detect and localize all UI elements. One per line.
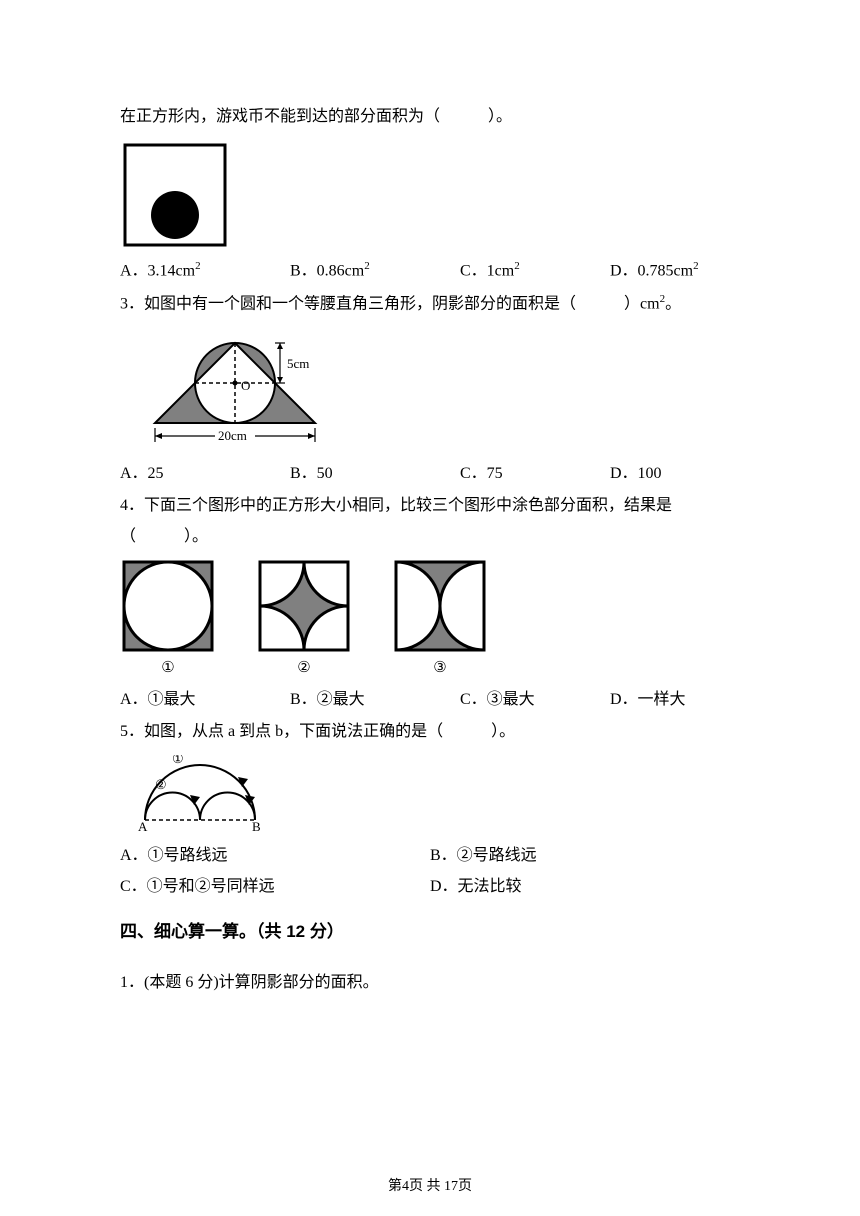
- section4-q1: 1．(本题 6 分)计算阴影部分的面积。: [120, 968, 740, 998]
- q3-stem-suffix: 。: [665, 295, 681, 312]
- q2-options: A．3.14cm2 B．0.86cm2 C．1cm2 D．0.785cm2: [120, 256, 740, 287]
- q4-opt-d: D．一样大: [610, 685, 686, 715]
- q4-options: A．①最大 B．②最大 C．③最大 D．一样大: [120, 685, 740, 715]
- q3-opt-a: A．25: [120, 459, 290, 489]
- q2-opt-d-text: D．0.785cm: [610, 263, 693, 280]
- q4-opt-c: C．③最大: [460, 685, 610, 715]
- q2-opt-a: A．3.14cm2: [120, 256, 290, 287]
- q4-fig-2: ②: [256, 558, 352, 683]
- q3-label-20cm: 20cm: [218, 428, 247, 443]
- q2-stem: 在正方形内，游戏币不能到达的部分面积为（ ）。: [120, 102, 740, 132]
- q4-fig-1: ①: [120, 558, 216, 683]
- q2-figure: [120, 140, 740, 250]
- q5-opt-c: C．①号和②号同样远: [120, 872, 430, 902]
- q3-opt-b: B．50: [290, 459, 460, 489]
- svg-text:A: A: [138, 819, 148, 834]
- section4-heading: 四、细心算一算。（共 12 分）: [120, 916, 740, 948]
- q2-opt-a-text: A．3.14cm: [120, 263, 195, 280]
- q4-label-1: ①: [120, 654, 216, 683]
- q4-stem: 4．下面三个图形中的正方形大小相同，比较三个图形中涂色部分面积，结果是（ ）。: [120, 491, 740, 552]
- q3-opt-d: D．100: [610, 459, 662, 489]
- q5-stem: 5．如图，从点 a 到点 b，下面说法正确的是（ ）。: [120, 717, 740, 747]
- q3-figure: O 5cm 20cm: [120, 328, 740, 453]
- svg-text:①: ①: [172, 755, 184, 766]
- sup-2: 2: [514, 260, 520, 272]
- page-footer: 第4页 共 17页: [0, 1175, 860, 1195]
- svg-text:B: B: [252, 819, 261, 834]
- q5-opt-b: B．②号路线远: [430, 841, 740, 871]
- q3-stem: 3．如图中有一个圆和一个等腰直角三角形，阴影部分的面积是（ ）cm2。: [120, 289, 740, 320]
- q4-fig-3: ③: [392, 558, 488, 683]
- q2-opt-c: C．1cm2: [460, 256, 610, 287]
- svg-text:②: ②: [155, 777, 167, 792]
- q4-label-3: ③: [392, 654, 488, 683]
- q3-opt-c: C．75: [460, 459, 610, 489]
- q5-options: A．①号路线远 B．②号路线远 C．①号和②号同样远 D．无法比较: [120, 841, 740, 902]
- sup-2: 2: [364, 260, 370, 272]
- sup-2: 2: [693, 260, 699, 272]
- sup-2: 2: [195, 260, 201, 272]
- q5-opt-a: A．①号路线远: [120, 841, 430, 871]
- q3-stem-prefix: 3．如图中有一个圆和一个等腰直角三角形，阴影部分的面积是（ ）cm: [120, 295, 660, 312]
- q4-opt-a: A．①最大: [120, 685, 290, 715]
- q3-options: A．25 B．50 C．75 D．100: [120, 459, 740, 489]
- q3-label-5cm: 5cm: [287, 356, 309, 371]
- q4-opt-b: B．②最大: [290, 685, 460, 715]
- q5-opt-d: D．无法比较: [430, 872, 740, 902]
- q4-figures: ① ② ③: [120, 558, 740, 683]
- q2-opt-b-text: B．0.86cm: [290, 263, 364, 280]
- q3-label-o: O: [241, 378, 250, 393]
- q4-label-2: ②: [256, 654, 352, 683]
- q5-figure: A B ① ②: [120, 755, 740, 835]
- q2-opt-d: D．0.785cm2: [610, 256, 699, 287]
- q2-opt-c-text: C．1cm: [460, 263, 514, 280]
- q2-opt-b: B．0.86cm2: [290, 256, 460, 287]
